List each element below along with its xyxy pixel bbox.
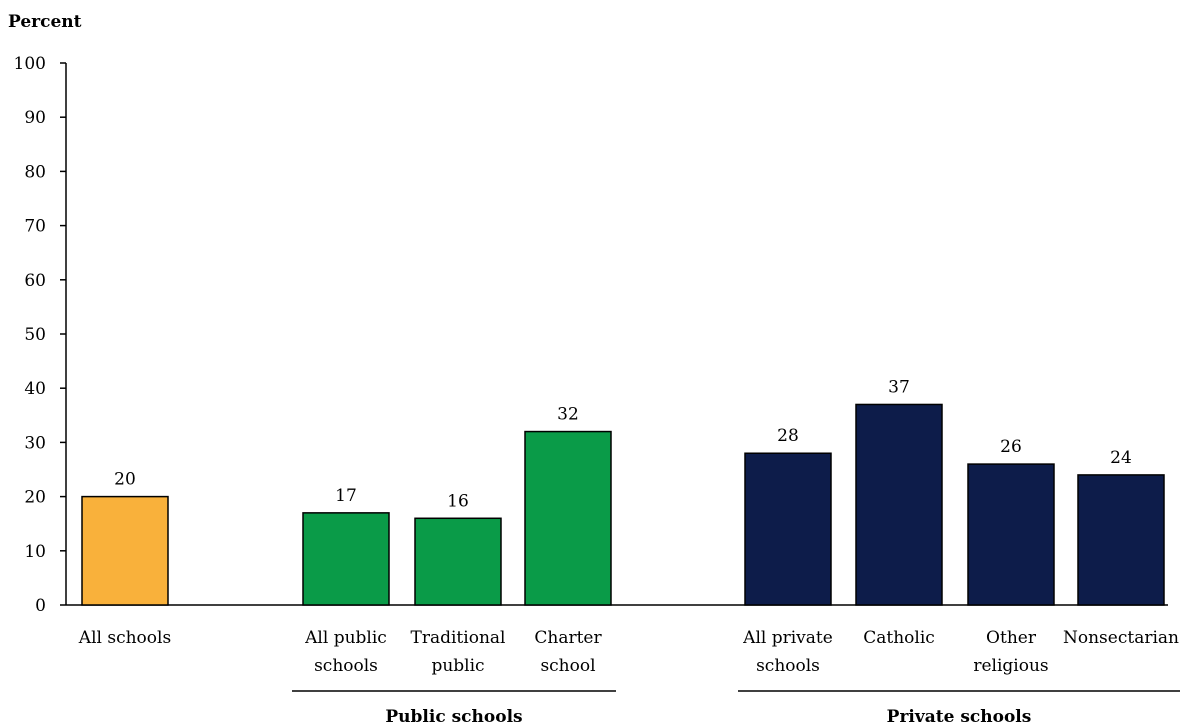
data-label: 26: [1000, 437, 1022, 457]
y-tick-label: 60: [24, 271, 46, 291]
category-label: Nonsectarian: [1063, 628, 1179, 648]
bars: [81, 403, 1165, 606]
y-tick-label: 10: [24, 542, 46, 562]
category-label: All private schools: [742, 628, 833, 676]
bar: [967, 463, 1055, 606]
bar: [744, 452, 832, 606]
y-tick-label: 0: [35, 596, 46, 616]
group-label: Private schools: [887, 707, 1032, 727]
group-brackets: Public schools Private schools: [292, 690, 1180, 727]
category-label: All public schools: [304, 628, 387, 676]
category-label: Charter school: [534, 628, 602, 676]
labels: 20 All schools 17 All public schools 16 Tradit…: [78, 377, 1179, 676]
y-tick-label: 50: [24, 325, 46, 345]
data-label: 17: [335, 486, 357, 506]
bar: [524, 430, 612, 606]
axes: 0 10 20 30 40 50 60 70 80 90 100: [14, 54, 1168, 616]
y-axis-title: Percent: [8, 12, 82, 32]
bar: [302, 512, 390, 606]
y-tick-label: 40: [24, 379, 46, 399]
category-label: Other religious: [973, 628, 1048, 676]
bar: [414, 517, 502, 606]
y-tick-label: 90: [24, 108, 46, 128]
category-label: Traditional public: [411, 628, 506, 676]
bar: [81, 495, 169, 606]
y-tick-label: 100: [14, 54, 46, 74]
data-label: 16: [447, 491, 469, 511]
group-label: Public schools: [385, 707, 522, 727]
bar: [855, 403, 943, 606]
data-label: 32: [557, 405, 579, 425]
bar: [1077, 474, 1165, 606]
data-label: 28: [777, 426, 799, 446]
y-tick-label: 70: [24, 217, 46, 237]
data-label: 20: [114, 470, 136, 490]
category-label: Catholic: [863, 628, 935, 648]
y-tick-label: 80: [24, 162, 46, 182]
data-label: 37: [888, 377, 910, 397]
category-label: All schools: [78, 628, 171, 648]
y-tick-label: 30: [24, 433, 46, 453]
data-label: 24: [1110, 448, 1132, 468]
y-tick-label: 20: [24, 488, 46, 508]
